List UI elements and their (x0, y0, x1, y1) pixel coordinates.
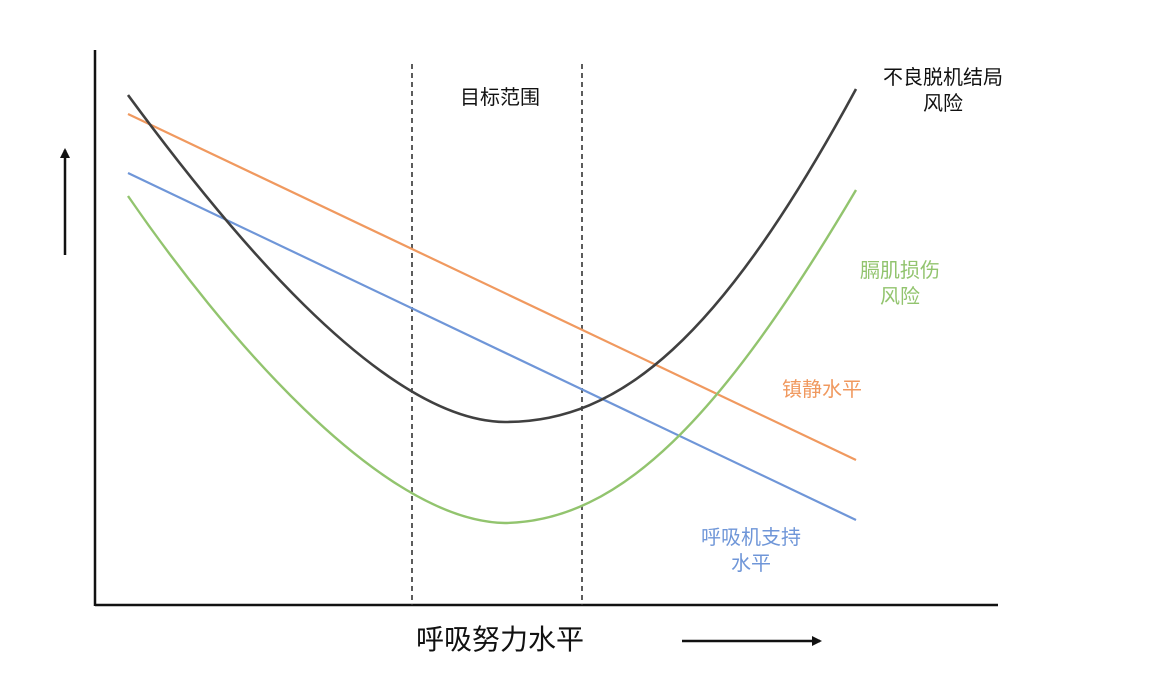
weaning-risk-label-line2: 风险 (923, 91, 963, 115)
diaphragm-risk-label-line2: 风险 (880, 284, 920, 308)
ventilator-support-line (127, 172, 857, 521)
ventilator-support-label-line1: 呼吸机支持 (701, 525, 801, 549)
diaphragm-risk-label: 膈肌损伤 风险 (830, 257, 970, 309)
x-axis-label: 呼吸努力水平 (415, 623, 584, 656)
poor-weaning-outcome-risk-curve (126, 88, 858, 424)
sedation-level-label: 镇静水平 (782, 377, 862, 401)
diaphragm-injury-risk-curve (127, 189, 858, 525)
weaning-risk-label: 不良脱机结局 风险 (858, 64, 1028, 116)
weaning-risk-label-line1: 不良脱机结局 (883, 65, 1003, 89)
ventilator-support-label-line2: 水平 (731, 551, 771, 575)
sedation-level-line (127, 113, 857, 461)
ventilator-support-label: 呼吸机支持 水平 (676, 524, 826, 576)
target-range-label: 目标范围 (460, 85, 540, 109)
diaphragm-risk-label-line1: 膈肌损伤 (860, 258, 940, 282)
